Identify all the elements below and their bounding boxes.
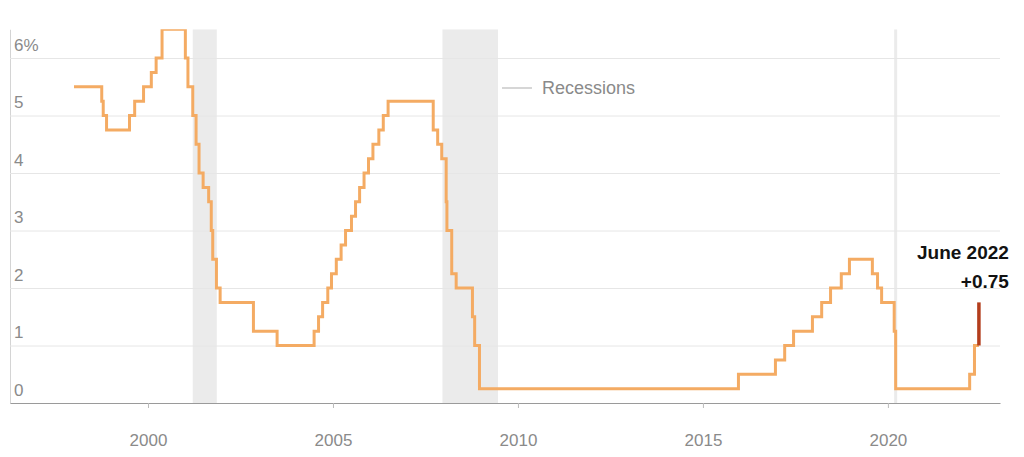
x-tick: 2015 (685, 403, 723, 450)
x-tick-label: 2000 (130, 431, 168, 450)
x-tick-label: 2010 (500, 431, 538, 450)
y-tick: 5 (10, 93, 1000, 116)
y-tick-label: 1 (14, 323, 23, 342)
x-tick-label: 2005 (315, 431, 353, 450)
y-axis-line (10, 30, 11, 404)
x-tick: 2005 (315, 403, 353, 450)
legend-swatch (502, 87, 532, 89)
y-tick-label: 5 (14, 93, 23, 112)
x-tick-mark (148, 403, 149, 408)
grid-line (10, 346, 1000, 347)
y-tick-label: 6% (14, 36, 39, 55)
x-axis-line (11, 403, 1001, 404)
y-tick-label: 2 (14, 266, 23, 285)
y-tick: 3 (10, 208, 1000, 231)
y-tick: 6% (10, 36, 1000, 59)
y-axis: 0 1 2 3 4 5 6% (10, 30, 1000, 404)
annotation: +0.75 (961, 271, 1010, 292)
y-tick-label: 0 (14, 381, 23, 400)
x-tick-mark (518, 403, 519, 408)
y-tick: 0 (10, 381, 1000, 404)
recession-band (442, 29, 497, 403)
grid-line (10, 288, 1000, 289)
y-tick: 2 (10, 266, 1000, 289)
recession-band (193, 29, 217, 403)
y-tick-label: 4 (14, 151, 23, 170)
y-tick: 4 (10, 151, 1000, 174)
grid-line (10, 173, 1000, 174)
x-tick-label: 2015 (685, 431, 723, 450)
grid-line (10, 403, 1000, 404)
x-axis: 2000 2005 2010 2015 2020 (11, 403, 1001, 450)
x-tick-mark (703, 403, 704, 408)
recession-label: Recessions (542, 78, 635, 98)
chart: 0 1 2 3 4 5 6% 2000 2005 2010 2015 2020 Recessions Ju… (0, 0, 1024, 457)
series-line (74, 29, 979, 388)
x-tick: 2000 (130, 403, 168, 450)
y-tick-label: 3 (14, 208, 23, 227)
x-tick: 2010 (500, 403, 538, 450)
y-tick: 1 (10, 323, 1000, 346)
annotation: June 2022 (917, 242, 1009, 263)
x-tick-mark (333, 403, 334, 408)
x-tick-label: 2020 (869, 431, 907, 450)
grid-line (10, 231, 1000, 232)
x-tick-mark (888, 403, 889, 408)
x-tick: 2020 (869, 403, 907, 450)
lines (74, 29, 979, 388)
series-line (977, 302, 981, 345)
grid-line (10, 116, 1000, 117)
